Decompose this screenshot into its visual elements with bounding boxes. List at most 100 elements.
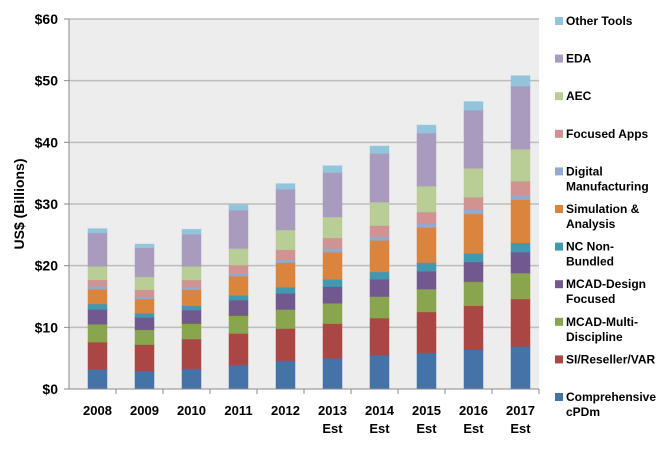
bar-segment-si-reseller-var xyxy=(228,333,249,366)
bar-segment-si-reseller-var xyxy=(181,338,202,370)
legend-swatch xyxy=(555,54,563,63)
bar-segment-other-tools xyxy=(416,124,437,134)
y-tick-label: $30 xyxy=(35,196,59,212)
bar-segment-other-tools xyxy=(463,101,484,111)
legend-swatch xyxy=(555,317,563,326)
bar-segment-comprehensive-cpdm xyxy=(369,354,390,390)
bar-segment-mcad-multi-discipline xyxy=(181,323,202,340)
legend-label: Manufacturing xyxy=(566,179,649,193)
x-tick-label: 2011 xyxy=(224,403,252,418)
x-tick-label: Est xyxy=(510,421,531,436)
bar-segment-eda xyxy=(510,85,531,150)
legend-label: Other Tools xyxy=(566,14,633,28)
bar-segment-mcad-design-focused xyxy=(181,309,202,325)
bar-segment-aec xyxy=(369,201,390,226)
y-tick-label: $20 xyxy=(35,258,59,274)
bar-segment-mcad-design-focused xyxy=(87,309,108,325)
y-tick-label: $50 xyxy=(35,73,59,89)
legend-label: Simulation & xyxy=(566,202,640,216)
bar-segment-eda xyxy=(228,209,249,249)
bar-segment-simulation-analysis xyxy=(322,251,343,280)
y-tick-label: $60 xyxy=(35,11,59,27)
bar-segment-other-tools xyxy=(510,75,531,87)
bar-segment-nc-non-bundled xyxy=(369,271,390,280)
legend-label: Discipline xyxy=(566,330,623,344)
bar-segment-digital-manufacturing xyxy=(463,209,484,215)
bar-segment-si-reseller-var xyxy=(369,317,390,356)
legend-swatch xyxy=(555,280,563,289)
y-tick-label: $40 xyxy=(35,134,59,150)
bar-segment-simulation-analysis xyxy=(510,199,531,244)
bar-segment-comprehensive-cpdm xyxy=(322,357,343,390)
bar-segment-nc-non-bundled xyxy=(463,252,484,263)
bar-segment-mcad-design-focused xyxy=(228,299,249,317)
legend-swatch xyxy=(555,17,563,25)
bar-segment-mcad-multi-discipline xyxy=(87,323,108,343)
x-tick-label: 2009 xyxy=(130,403,159,418)
x-tick-label: 2014 xyxy=(365,403,395,418)
bar-segment-eda xyxy=(134,247,155,278)
bar-segment-aec xyxy=(322,216,343,239)
bar-segment-eda xyxy=(87,232,108,267)
bar-segment-comprehensive-cpdm xyxy=(181,368,202,390)
legend-label: Focused xyxy=(566,292,615,306)
bar-segment-aec xyxy=(181,265,202,281)
bar-segment-mcad-multi-discipline xyxy=(275,309,296,329)
bar-segment-focused-apps xyxy=(510,180,531,196)
bar-segment-other-tools xyxy=(134,243,155,249)
bar-segment-aec xyxy=(463,167,484,198)
x-tick-label: 2008 xyxy=(83,403,112,418)
bar-segment-simulation-analysis xyxy=(416,227,437,263)
y-tick-label: $0 xyxy=(42,381,58,397)
bar-segment-mcad-multi-discipline xyxy=(369,296,390,319)
bar-segment-simulation-analysis xyxy=(275,262,296,288)
bar-segment-focused-apps xyxy=(87,279,108,287)
bar-segment-other-tools xyxy=(275,183,296,190)
bar-segment-simulation-analysis xyxy=(87,288,108,305)
bar-segment-nc-non-bundled xyxy=(510,242,531,253)
bar-segment-nc-non-bundled xyxy=(322,278,343,288)
bar-segment-mcad-design-focused xyxy=(134,317,155,331)
bar-segment-eda xyxy=(322,172,343,218)
legend-label: EDA xyxy=(566,52,592,66)
bar-segment-aec xyxy=(275,229,296,251)
x-tick-label: 2012 xyxy=(271,403,300,418)
bar-segment-digital-manufacturing xyxy=(87,285,108,290)
legend-label: MCAD-Multi- xyxy=(566,315,638,329)
bar-segment-mcad-design-focused xyxy=(510,251,531,274)
bar-segment-mcad-design-focused xyxy=(416,270,437,290)
bar-segment-focused-apps xyxy=(275,249,296,260)
x-tick-label: 2017 xyxy=(506,403,535,418)
bar-segment-comprehensive-cpdm xyxy=(416,352,437,390)
bar-segment-comprehensive-cpdm xyxy=(510,346,531,390)
bar-segment-comprehensive-cpdm xyxy=(463,349,484,390)
bar-segment-simulation-analysis xyxy=(228,275,249,296)
bar-segment-comprehensive-cpdm xyxy=(134,370,155,390)
x-tick-label: 2015 xyxy=(412,403,441,418)
legend-label: NC Non- xyxy=(566,240,614,254)
bar-segment-aec xyxy=(416,185,437,213)
bar-segment-digital-manufacturing xyxy=(510,194,531,201)
bar-segment-focused-apps xyxy=(463,196,484,210)
bar-segment-focused-apps xyxy=(134,289,155,297)
bar-segment-aec xyxy=(510,148,531,182)
bar-segment-si-reseller-var xyxy=(134,344,155,372)
bar-segment-simulation-analysis xyxy=(463,213,484,254)
bar-segment-mcad-multi-discipline xyxy=(416,288,437,313)
bar-segment-si-reseller-var xyxy=(322,323,343,359)
bar-segment-simulation-analysis xyxy=(369,239,390,273)
legend-label: AEC xyxy=(566,89,592,103)
legend-label: MCAD-Design xyxy=(566,277,646,291)
legend-label: Comprehensive xyxy=(566,390,656,404)
legend-label: Focused Apps xyxy=(566,127,649,141)
legend-label: SI/Reseller/VAR xyxy=(566,352,655,366)
bar-segment-digital-manufacturing xyxy=(322,247,343,253)
bar-segment-nc-non-bundled xyxy=(87,303,108,310)
bar-segment-nc-non-bundled xyxy=(228,294,249,301)
bar-segment-digital-manufacturing xyxy=(369,236,390,241)
bar-segment-focused-apps xyxy=(181,279,202,288)
bar-segment-mcad-design-focused xyxy=(322,286,343,304)
bar-segment-mcad-multi-discipline xyxy=(463,281,484,307)
bar-segment-focused-apps xyxy=(228,264,249,275)
x-tick-label: 2010 xyxy=(177,403,206,418)
